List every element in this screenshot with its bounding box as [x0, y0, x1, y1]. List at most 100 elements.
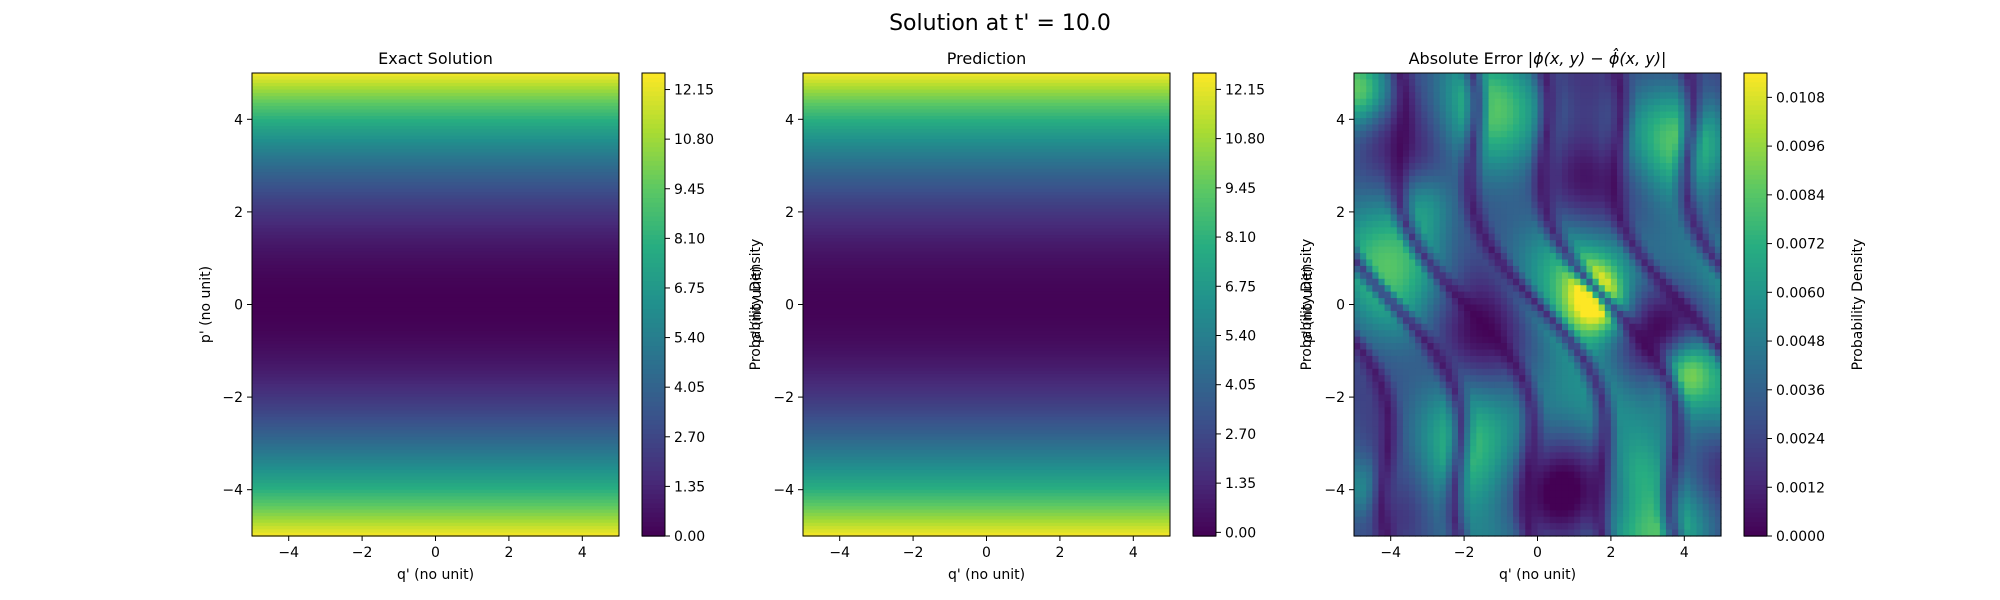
heatmap-cell [1635, 510, 1643, 518]
heatmap-cell [1561, 490, 1569, 499]
heatmap-cell [1433, 278, 1441, 286]
heatmap-cell [1525, 156, 1532, 164]
heatmap-cell [1470, 195, 1477, 203]
heatmap-cell [1580, 214, 1588, 222]
heatmap-cell [1506, 362, 1514, 370]
heatmap-cell [1366, 214, 1373, 222]
heatmap-cell [1439, 175, 1447, 183]
heatmap-cell [1702, 278, 1710, 286]
colorbar-segment [642, 350, 665, 357]
heatmap-cell [1702, 92, 1710, 100]
heatmap-cell [1684, 73, 1692, 81]
heatmap-cell [1500, 439, 1508, 447]
heatmap-cell [1476, 201, 1484, 209]
heatmap-cell [1537, 516, 1545, 524]
heatmap-cell [1427, 137, 1435, 145]
heatmap-cell [1647, 375, 1655, 383]
heatmap-cell [1702, 156, 1710, 164]
heatmap-cell [1629, 291, 1636, 299]
heatmap-cell [1421, 137, 1428, 145]
heatmap-cell [1445, 413, 1453, 421]
heatmap-cell [1464, 381, 1471, 389]
heatmap-cell [1506, 240, 1514, 248]
heatmap-cell [1396, 516, 1404, 524]
heatmap-cell [1684, 433, 1692, 441]
heatmap-cell [1427, 227, 1435, 235]
heatmap-cell [1354, 503, 1361, 511]
colorbar-segment [642, 96, 665, 102]
heatmap-row [252, 360, 619, 365]
heatmap-cell [1421, 497, 1428, 505]
heatmap-cell [1506, 478, 1514, 486]
heatmap-cell [1482, 156, 1490, 164]
heatmap-cell [1464, 118, 1471, 126]
heatmap-cell [1574, 484, 1581, 492]
colorbar-segment [1193, 336, 1216, 343]
heatmap-cell [1665, 73, 1673, 81]
heatmap-cell [1513, 343, 1520, 351]
colorbar-segment [1193, 230, 1216, 236]
heatmap-cell [1360, 439, 1367, 447]
heatmap-cell [1451, 375, 1459, 383]
heatmap-cell [1714, 163, 1722, 171]
heatmap-cell [1360, 253, 1367, 261]
heatmap-cell [1402, 175, 1410, 183]
y-tick-label: 4 [234, 112, 243, 128]
heatmap-cell [1482, 233, 1490, 241]
heatmap-cell [1635, 400, 1643, 408]
heatmap-cell [1647, 85, 1655, 93]
heatmap-cell [1684, 336, 1692, 344]
heatmap-row [252, 446, 619, 451]
heatmap-cell [1360, 285, 1367, 293]
heatmap-cell [1555, 188, 1563, 196]
heatmap-cell [1354, 381, 1361, 389]
heatmap-cell [1561, 426, 1569, 434]
heatmap-cell [1421, 98, 1428, 106]
heatmap-cell [1464, 111, 1471, 119]
heatmap-cell [1604, 478, 1612, 486]
heatmap-cell [1433, 343, 1441, 351]
heatmap-cell [1470, 510, 1477, 518]
heatmap-cell [1513, 439, 1520, 447]
heatmap-cell [1580, 188, 1588, 196]
heatmap-cell [1451, 497, 1459, 505]
heatmap-cell [1439, 490, 1447, 499]
heatmap-cell [1378, 278, 1386, 286]
heatmap-cell [1647, 278, 1655, 286]
heatmap-cell [1396, 259, 1404, 267]
heatmap-row [803, 89, 1170, 94]
heatmap-cell [1421, 182, 1428, 190]
heatmap-cell [1714, 291, 1722, 299]
heatmap-cell [1714, 175, 1722, 183]
heatmap-cell [1427, 439, 1435, 447]
heatmap-cell [1659, 381, 1667, 389]
heatmap-cell [1384, 259, 1392, 267]
heatmap-cell [1488, 79, 1496, 87]
heatmap-cell [1354, 355, 1361, 363]
heatmap-cell [1672, 510, 1679, 518]
heatmap-cell [1610, 458, 1618, 466]
heatmap-cell [1476, 420, 1484, 428]
heatmap-cell [1702, 182, 1710, 190]
heatmap-cell [1714, 285, 1722, 293]
heatmap-cell [1488, 445, 1496, 454]
heatmap-cell [1390, 272, 1398, 280]
heatmap-cell [1647, 478, 1655, 486]
heatmap-cell [1672, 175, 1679, 183]
heatmap-cell [1665, 484, 1673, 492]
heatmap-cell [1549, 111, 1557, 119]
heatmap-cell [1415, 490, 1422, 499]
heatmap-cell [1617, 220, 1624, 228]
heatmap-cell [1653, 388, 1661, 396]
heatmap-cell [1494, 208, 1502, 216]
heatmap-cell [1537, 323, 1545, 331]
heatmap-cell [1500, 400, 1508, 408]
heatmap-cell [1598, 265, 1606, 273]
heatmap-cell [1390, 529, 1398, 537]
heatmap-cell [1684, 79, 1692, 87]
heatmap-cell [1549, 439, 1557, 447]
heatmap-cell [1500, 407, 1508, 415]
heatmap-cell [1439, 368, 1447, 376]
heatmap-cell [1610, 465, 1618, 473]
heatmap-cell [1659, 400, 1667, 408]
